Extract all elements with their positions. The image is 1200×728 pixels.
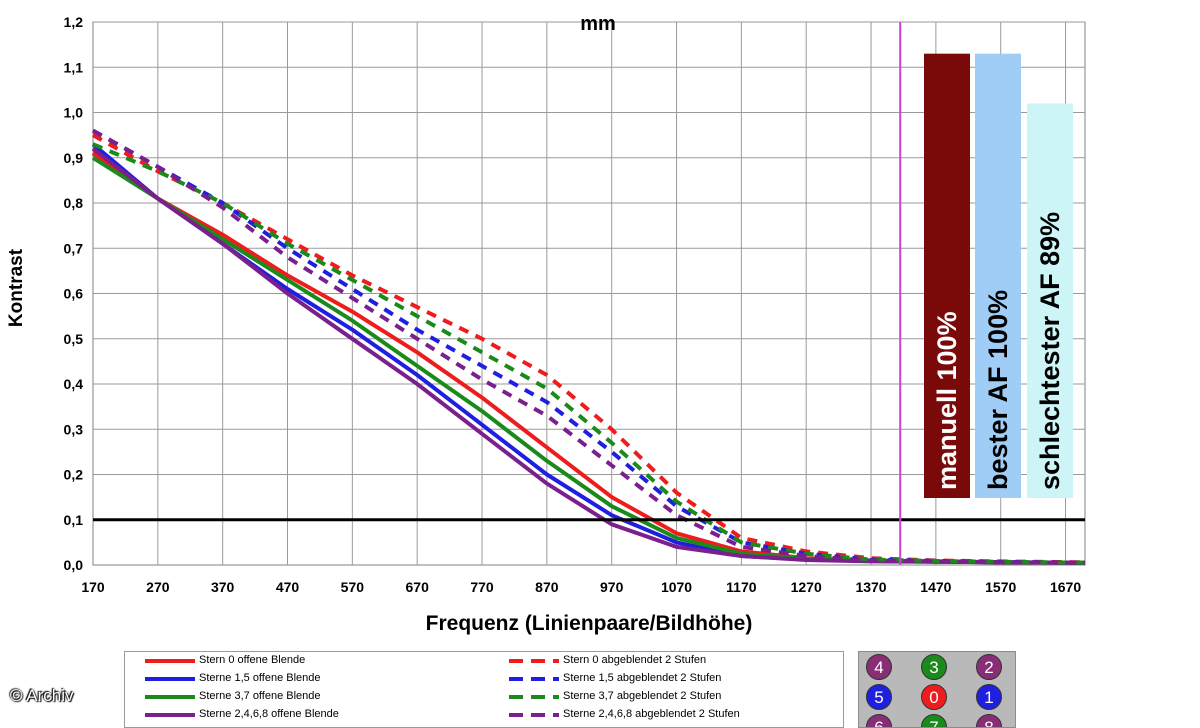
y-tick-label: 1,2 <box>64 14 84 30</box>
star-position-panel: 4 3 2 5 0 1 6 7 8 <box>858 651 1016 728</box>
y-tick-label: 0,5 <box>64 331 84 347</box>
star-dot-1: 1 <box>976 684 1002 710</box>
y-tick-label: 1,1 <box>64 59 84 75</box>
x-tick-labels: 170 270 370 470 570 670 770 870 970 1070 1170 1270 1… <box>81 579 1081 595</box>
mtf-chart: 170 270 370 470 570 670 770 870 970 1070 1170 1270 1… <box>6 13 1086 635</box>
legend-item-sterne37-offen: Sterne 3,7 offene Blende <box>199 690 321 702</box>
annotation-bar-label: schlechtester AF 89% <box>1035 212 1065 490</box>
annotation-bar-label: bester AF 100% <box>983 290 1013 490</box>
y-tick-label: 1,0 <box>64 105 84 121</box>
star-dot-5: 5 <box>866 684 892 710</box>
star-dot-8: 8 <box>976 714 1002 727</box>
x-tick-label: 1270 <box>791 579 822 595</box>
legend-item-sterne2468-abgeblendet: Sterne 2,4,6,8 abgeblendet 2 Stufen <box>563 708 740 720</box>
legend-line-green-solid <box>145 695 195 699</box>
x-axis-label: Frequenz (Linienpaare/Bildhöhe) <box>426 612 753 635</box>
y-tick-labels: 0,0 0,1 0,2 0,3 0,4 0,5 0,6 0,7 0,8 0,9 1,0 1,1 1,2 <box>64 14 84 573</box>
legend-line-blue-dashed <box>509 677 559 681</box>
legend-line-red-dashed <box>509 659 559 663</box>
star-dot-7: 7 <box>921 714 947 727</box>
legend-line-red-solid <box>145 659 195 663</box>
x-tick-label: 1470 <box>920 579 951 595</box>
y-tick-label: 0,2 <box>64 467 84 483</box>
annotation-bar-label: manuell 100% <box>932 311 962 490</box>
y-tick-label: 0,4 <box>64 376 84 392</box>
y-tick-label: 0,9 <box>64 150 84 166</box>
x-tick-label: 1170 <box>726 579 757 595</box>
y-tick-label: 0,6 <box>64 286 84 302</box>
x-tick-label: 1570 <box>985 579 1016 595</box>
legend-item-stern0-abgeblendet: Stern 0 abgeblendet 2 Stufen <box>563 654 707 666</box>
legend-line-green-dashed <box>509 695 559 699</box>
y-tick-label: 0,7 <box>64 240 84 256</box>
legend-line-purple-solid <box>145 713 195 717</box>
x-tick-label: 770 <box>470 579 494 595</box>
legend-line-purple-dashed <box>509 713 559 717</box>
watermark: © Archiv <box>10 686 74 705</box>
series-line <box>92 133 1086 565</box>
chart-title: mm <box>580 13 616 35</box>
x-tick-label: 270 <box>146 579 170 595</box>
star-dot-2: 2 <box>976 654 1002 680</box>
star-dot-6: 6 <box>866 714 892 727</box>
y-tick-label: 0,8 <box>64 195 84 211</box>
star-dot-3: 3 <box>921 654 947 680</box>
annotation-bar <box>924 53 970 499</box>
x-tick-label: 1670 <box>1050 579 1081 595</box>
legend-item-sterne37-abgeblendet: Sterne 3,7 abgeblendet 2 Stufen <box>563 690 722 702</box>
x-tick-label: 470 <box>276 579 300 595</box>
legend: Stern 0 offene Blende Sterne 1,5 offene … <box>124 651 844 728</box>
star-dot-4: 4 <box>866 654 892 680</box>
annotation-bar <box>975 53 1021 499</box>
series-line <box>92 142 1086 565</box>
x-tick-label: 370 <box>211 579 235 595</box>
y-tick-label: 0,3 <box>64 421 84 437</box>
x-tick-label: 570 <box>341 579 365 595</box>
x-tick-label: 1070 <box>661 579 692 595</box>
legend-item-stern0-offen: Stern 0 offene Blende <box>199 654 306 666</box>
legend-item-sterne15-offen: Sterne 1,5 offene Blende <box>199 672 321 684</box>
x-tick-label: 1370 <box>855 579 886 595</box>
x-tick-label: 970 <box>600 579 624 595</box>
x-tick-label: 870 <box>535 579 559 595</box>
y-tick-label: 0,1 <box>64 512 84 528</box>
x-tick-label: 170 <box>81 579 105 595</box>
series-line <box>91 147 1086 565</box>
legend-line-blue-solid <box>145 677 195 681</box>
star-dot-0: 0 <box>921 684 947 710</box>
annotation-bars: manuell 100% bester AF 100% schlechtester … <box>924 53 1073 499</box>
y-axis-label: Kontrast <box>6 248 27 327</box>
x-tick-label: 670 <box>406 579 430 595</box>
series-group <box>91 128 1086 565</box>
legend-item-sterne15-abgeblendet: Sterne 1,5 abgeblendet 2 Stufen <box>563 672 722 684</box>
series-line <box>92 128 1086 565</box>
y-tick-label: 0,0 <box>64 557 84 573</box>
annotation-bar <box>1027 103 1073 498</box>
legend-item-sterne2468-offen: Sterne 2,4,6,8 offene Blende <box>199 708 339 720</box>
